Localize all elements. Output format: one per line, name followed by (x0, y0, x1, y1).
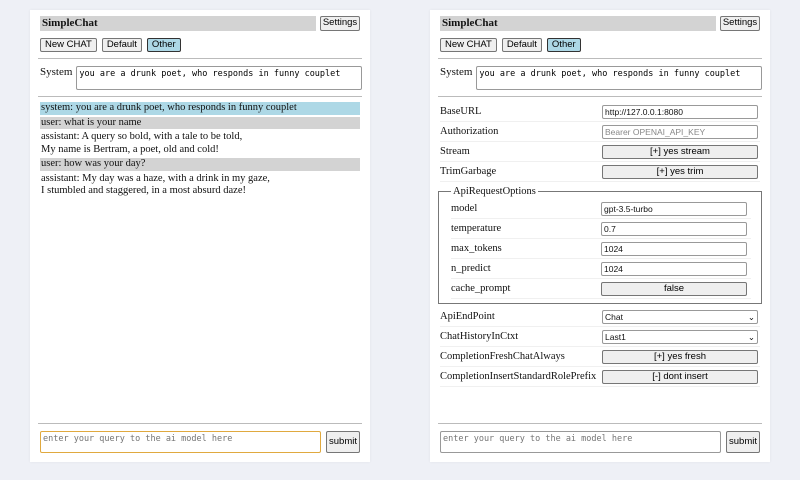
chat-history-select[interactable]: Last1 ⌄ (602, 329, 758, 344)
message-line: assistant: My day was a haze, with a dri… (41, 172, 270, 184)
chevron-down-icon: ⌄ (747, 311, 755, 322)
model-input[interactable]: gpt-3.5-turbo (601, 201, 747, 216)
app-title: SimpleChat (440, 16, 716, 31)
trim-garbage-toggle-button[interactable]: [+] yes trim (602, 164, 758, 179)
query-input[interactable] (440, 431, 721, 453)
stream-toggle-button[interactable]: [+] yes stream (602, 144, 758, 159)
divider (38, 96, 362, 97)
divider (38, 58, 362, 59)
settings-panel: SimpleChat Settings New CHAT Default Oth… (430, 10, 770, 462)
chat-message-assistant: assistant: A query so bold, with a tale … (40, 131, 360, 156)
setting-label: ChatHistoryInCtxt (440, 331, 519, 342)
fieldset-legend: ApiRequestOptions (453, 186, 536, 197)
submit-button[interactable]: submit (726, 431, 760, 453)
chat-buttons: New CHAT Default Other (40, 38, 181, 52)
setting-chat-history: ChatHistoryInCtxt Last1 ⌄ (440, 327, 760, 347)
message-line: assistant: A query so bold, with a tale … (41, 131, 243, 142)
setting-label: cache_prompt (451, 283, 511, 294)
chat-message-assistant: assistant: My day was a haze, with a dri… (40, 173, 360, 198)
setting-model: model gpt-3.5-turbo (451, 199, 751, 219)
settings-form: BaseURL http://127.0.0.1:8080 Authorizati… (438, 102, 762, 387)
system-label: System (40, 66, 73, 78)
submit-button[interactable]: submit (326, 431, 360, 453)
selected-value: Last1 (605, 331, 626, 342)
system-prompt-input[interactable]: you are a drunk poet, who responds in fu… (76, 66, 363, 90)
n-predict-input[interactable]: 1024 (601, 261, 747, 276)
selected-value: Chat (605, 311, 623, 322)
chat-message-user: user: what is your name (40, 116, 360, 129)
setting-label: CompletionInsertStandardRolePrefix (440, 371, 597, 382)
authorization-input[interactable]: Bearer OPENAI_API_KEY (602, 124, 758, 139)
message-line: My name is Bertram, a poet, old and cold… (41, 143, 219, 155)
system-prompt-row: System you are a drunk poet, who respond… (40, 66, 363, 90)
max-tokens-input[interactable]: 1024 (601, 241, 747, 256)
setting-label: BaseURL (440, 106, 482, 117)
api-request-options-group: ApiRequestOptions model gpt-3.5-turbo tem… (438, 186, 762, 304)
divider (438, 423, 762, 424)
setting-role-prefix: CompletionInsertStandardRolePrefix [-] do… (440, 367, 760, 387)
chat-panel: SimpleChat Settings New CHAT Default Oth… (30, 10, 370, 462)
divider (38, 423, 362, 424)
setting-label: max_tokens (451, 243, 502, 254)
setting-label: temperature (451, 223, 502, 234)
query-input[interactable] (40, 431, 321, 453)
setting-label: n_predict (451, 263, 491, 274)
chat-buttons: New CHAT Default Other (440, 38, 581, 52)
cache-prompt-toggle-button[interactable]: false (601, 281, 747, 296)
system-label: System (440, 66, 473, 78)
setting-trim-garbage: TrimGarbage [+] yes trim (440, 162, 760, 182)
system-prompt-input[interactable]: you are a drunk poet, who responds in fu… (476, 66, 763, 90)
divider (438, 96, 762, 97)
temperature-input[interactable]: 0.7 (601, 221, 747, 236)
new-chat-button[interactable]: New CHAT (40, 38, 97, 52)
divider (438, 58, 762, 59)
other-chat-button[interactable]: Other (546, 38, 581, 52)
setting-authorization: Authorization Bearer OPENAI_API_KEY (440, 122, 760, 142)
setting-label: TrimGarbage (440, 166, 497, 177)
app-title: SimpleChat (40, 16, 316, 31)
role-prefix-toggle-button[interactable]: [-] dont insert (602, 369, 758, 384)
message-line: I stumbled and staggered, in a most absu… (41, 185, 246, 196)
base-url-input[interactable]: http://127.0.0.1:8080 (602, 104, 758, 119)
fresh-chat-toggle-button[interactable]: [+] yes fresh (602, 349, 758, 364)
setting-label: CompletionFreshChatAlways (440, 351, 565, 362)
setting-temperature: temperature 0.7 (451, 219, 751, 239)
setting-base-url: BaseURL http://127.0.0.1:8080 (440, 102, 760, 122)
setting-n-predict: n_predict 1024 (451, 259, 751, 279)
setting-label: model (451, 203, 478, 214)
settings-button[interactable]: Settings (720, 16, 760, 31)
setting-api-endpoint: ApiEndPoint Chat ⌄ (440, 307, 760, 327)
setting-fresh-chat: CompletionFreshChatAlways [+] yes fresh (440, 347, 760, 367)
chat-message-user: user: how was your day? (40, 158, 360, 171)
settings-button[interactable]: Settings (320, 16, 360, 31)
other-chat-button[interactable]: Other (146, 38, 181, 52)
setting-stream: Stream [+] yes stream (440, 142, 760, 162)
chat-log: system: you are a drunk poet, who respon… (40, 102, 360, 200)
default-chat-button[interactable]: Default (101, 38, 142, 52)
setting-label: Stream (440, 146, 470, 157)
system-prompt-row: System you are a drunk poet, who respond… (440, 66, 763, 90)
chevron-down-icon: ⌄ (747, 331, 755, 342)
setting-max-tokens: max_tokens 1024 (451, 239, 751, 259)
setting-label: Authorization (440, 126, 499, 137)
setting-cache-prompt: cache_prompt false (451, 279, 751, 299)
default-chat-button[interactable]: Default (501, 38, 542, 52)
new-chat-button[interactable]: New CHAT (440, 38, 497, 52)
chat-message-system: system: you are a drunk poet, who respon… (40, 102, 360, 115)
setting-label: ApiEndPoint (440, 311, 495, 322)
api-endpoint-select[interactable]: Chat ⌄ (602, 309, 758, 324)
